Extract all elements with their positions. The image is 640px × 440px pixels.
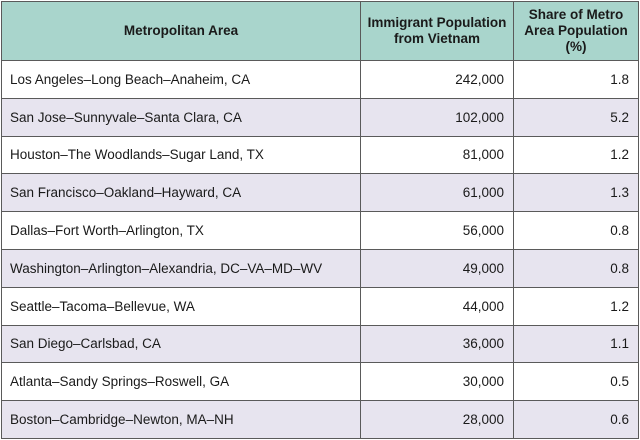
- area-cell: San Jose–Sunnyvale–Santa Clara, CA: [1, 97, 361, 137]
- area-cell: San Francisco–Oakland–Hayward, CA: [1, 173, 361, 213]
- table-row: Houston–The Woodlands–Sugar Land, TX 81,…: [1, 135, 639, 175]
- share-cell: 5.2: [513, 97, 639, 137]
- area-cell: Dallas–Fort Worth–Arlington, TX: [1, 211, 361, 250]
- table-row: Washington–Arlington–Alexandria, DC–VA–M…: [1, 248, 639, 288]
- header-row: Metropolitan Area Immigrant Population f…: [1, 1, 639, 61]
- area-cell: Seattle–Tacoma–Bellevue, WA: [1, 286, 361, 326]
- table-row: Atlanta–Sandy Springs–Roswell, GA 30,000…: [1, 362, 639, 402]
- area-cell: Houston–The Woodlands–Sugar Land, TX: [1, 135, 361, 175]
- population-cell: 81,000: [360, 135, 514, 175]
- table-row: San Francisco–Oakland–Hayward, CA 61,000…: [1, 173, 639, 213]
- share-cell: 1.2: [513, 135, 639, 175]
- header-immigrant-population: Immigrant Population from Vietnam: [360, 1, 514, 61]
- table-row: Dallas–Fort Worth–Arlington, TX 56,000 0…: [1, 211, 639, 250]
- table-body: Los Angeles–Long Beach–Anaheim, CA 242,0…: [1, 60, 639, 439]
- share-cell: 1.3: [513, 173, 639, 213]
- population-cell: 36,000: [360, 324, 514, 364]
- table-row: Boston–Cambridge–Newton, MA–NH 28,000 0.…: [1, 400, 639, 439]
- area-cell: Los Angeles–Long Beach–Anaheim, CA: [1, 60, 361, 99]
- population-cell: 61,000: [360, 173, 514, 213]
- population-cell: 56,000: [360, 211, 514, 250]
- area-cell: Atlanta–Sandy Springs–Roswell, GA: [1, 362, 361, 402]
- table-row: Los Angeles–Long Beach–Anaheim, CA 242,0…: [1, 60, 639, 99]
- share-cell: 0.8: [513, 248, 639, 288]
- population-cell: 102,000: [360, 97, 514, 137]
- header-share-of-population: Share of Metro Area Population (%): [513, 1, 639, 61]
- share-cell: 1.8: [513, 60, 639, 99]
- header-metropolitan-area: Metropolitan Area: [1, 1, 361, 61]
- population-cell: 30,000: [360, 362, 514, 402]
- area-cell: Washington–Arlington–Alexandria, DC–VA–M…: [1, 248, 361, 288]
- share-cell: 0.6: [513, 400, 639, 439]
- area-cell: Boston–Cambridge–Newton, MA–NH: [1, 400, 361, 439]
- table-row: San Jose–Sunnyvale–Santa Clara, CA 102,0…: [1, 97, 639, 137]
- population-cell: 28,000: [360, 400, 514, 439]
- table-row: San Diego–Carlsbad, CA 36,000 1.1: [1, 324, 639, 364]
- population-cell: 44,000: [360, 286, 514, 326]
- share-cell: 0.5: [513, 362, 639, 402]
- area-cell: San Diego–Carlsbad, CA: [1, 324, 361, 364]
- share-cell: 1.2: [513, 286, 639, 326]
- population-cell: 49,000: [360, 248, 514, 288]
- table-row: Seattle–Tacoma–Bellevue, WA 44,000 1.2: [1, 286, 639, 326]
- population-cell: 242,000: [360, 60, 514, 99]
- share-cell: 1.1: [513, 324, 639, 364]
- share-cell: 0.8: [513, 211, 639, 250]
